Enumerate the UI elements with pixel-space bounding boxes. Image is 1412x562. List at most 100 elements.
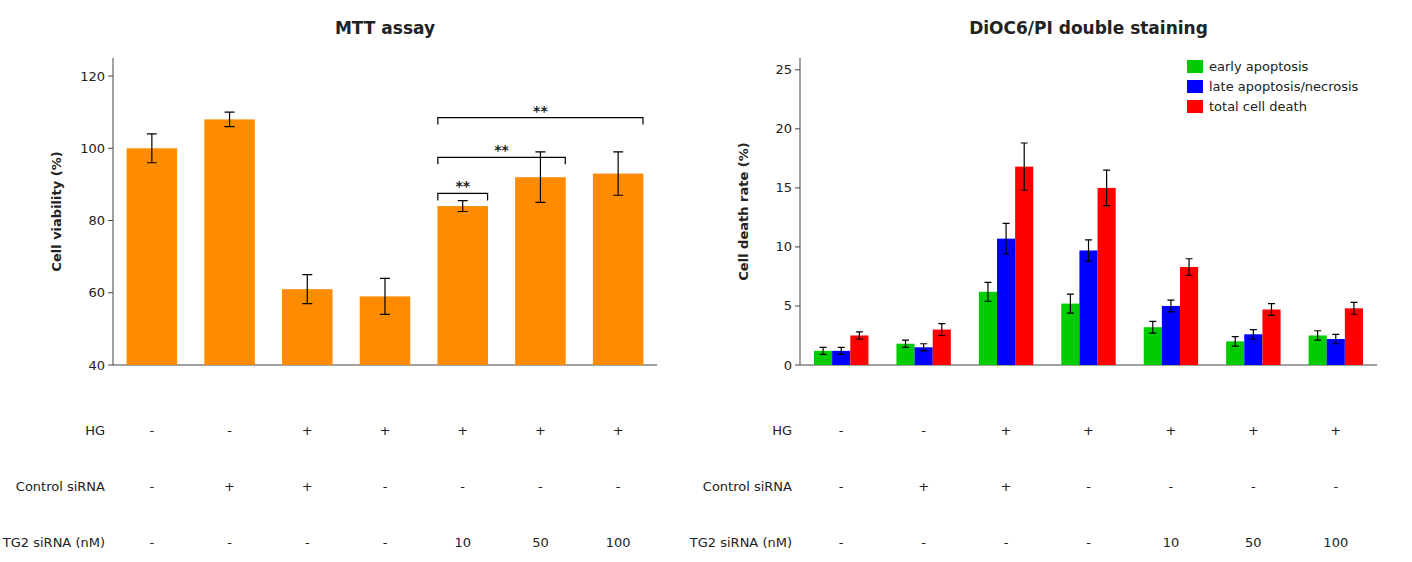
row-cell-label: + — [1165, 423, 1176, 438]
row-cell-label: - — [150, 423, 155, 438]
chart: DiOC6/PI double staining Cell death rate … — [689, 18, 1377, 550]
row-cell-label: - — [616, 479, 621, 494]
row-label: Control siRNA — [703, 479, 792, 494]
error-bar — [984, 282, 991, 301]
error-bar — [838, 347, 845, 354]
row-cell-label: - — [921, 423, 926, 438]
row-cell-label: + — [1001, 423, 1012, 438]
row-cell-label: - — [383, 535, 388, 550]
error-bar — [1314, 331, 1321, 340]
row-cell-label: - — [1086, 479, 1091, 494]
y-tick — [108, 76, 113, 77]
row-cell-label: - — [383, 479, 388, 494]
y-tick — [108, 292, 113, 293]
error-bar — [1021, 143, 1028, 190]
error-bar — [1350, 302, 1357, 314]
row-cell-label: - — [839, 535, 844, 550]
error-bar — [1268, 304, 1275, 316]
y-tick — [795, 365, 800, 366]
bar — [1098, 188, 1116, 365]
y-tick — [795, 187, 800, 188]
error-bar — [1085, 240, 1092, 261]
error-bar — [902, 340, 909, 347]
error-bar — [613, 152, 623, 195]
row-cell-label: - — [538, 479, 543, 494]
bar — [1162, 306, 1180, 365]
legend: early apoptosislate apoptosis/necrosisto… — [1187, 59, 1359, 114]
row-label: TG2 siRNA (nM) — [2, 535, 105, 550]
annotation: ** — [455, 178, 470, 194]
annotation: ** — [494, 142, 509, 158]
y-tick — [795, 69, 800, 70]
annotation: ** — [533, 103, 548, 119]
significance-bracket — [438, 157, 565, 164]
marks — [814, 143, 1363, 365]
y-tick — [108, 365, 113, 366]
row-label: Control siRNA — [16, 479, 105, 494]
legend-label: late apoptosis/necrosis — [1209, 79, 1359, 94]
bar — [515, 177, 566, 365]
row-cell-label: 50 — [532, 535, 549, 550]
row-cell-label: 10 — [454, 535, 471, 550]
row-cell-label: 50 — [1245, 535, 1262, 550]
row-cell-label: + — [1248, 423, 1259, 438]
row-label: HG — [772, 423, 792, 438]
row-cell-label: - — [1004, 535, 1009, 550]
row-label: HG — [85, 423, 105, 438]
bar — [1180, 267, 1198, 365]
row-cell-label: - — [1169, 479, 1174, 494]
bar — [1345, 308, 1363, 365]
row-cell-label: - — [150, 479, 155, 494]
bar — [997, 239, 1015, 365]
title: DiOC6/PI double staining — [969, 18, 1208, 38]
y-tick-label: 60 — [88, 285, 105, 300]
row-cell-label: + — [1001, 479, 1012, 494]
y-tick-label: 80 — [88, 213, 105, 228]
bar — [1015, 167, 1033, 365]
error-bar — [1167, 300, 1174, 312]
row-label: TG2 siRNA (nM) — [689, 535, 792, 550]
y-tick-label: 15 — [775, 180, 792, 195]
error-bar — [856, 332, 863, 339]
row-cell-label: 10 — [1163, 535, 1180, 550]
error-bar — [380, 278, 390, 314]
significance-bracket — [438, 118, 643, 125]
row-cell-label: - — [839, 479, 844, 494]
row-cell-label: + — [224, 479, 235, 494]
title: MTT assay — [335, 18, 435, 38]
row-cell-label: 100 — [606, 535, 631, 550]
y-tick-label: 40 — [88, 358, 105, 373]
row-cell-label: - — [150, 535, 155, 550]
row-cell-label: + — [613, 423, 624, 438]
bar — [437, 206, 488, 365]
error-bar — [938, 324, 945, 336]
y-tick — [108, 220, 113, 221]
row-cell-label: + — [1083, 423, 1094, 438]
row-cell-label: - — [921, 535, 926, 550]
legend-swatch — [1187, 80, 1203, 93]
chart: MTT assayCell viability (%)406080100120*… — [2, 18, 657, 550]
error-bar — [1003, 223, 1010, 254]
row-cell-label: - — [227, 535, 232, 550]
y-axis-label: Cell death rate (%) — [736, 142, 751, 280]
y-tick — [795, 128, 800, 129]
error-bar — [1186, 259, 1193, 276]
y-axis-line — [800, 58, 801, 365]
row-cell-label: + — [1330, 423, 1341, 438]
row-cell-label: - — [1086, 535, 1091, 550]
error-bar — [458, 201, 468, 212]
row-cell-label: - — [1333, 479, 1338, 494]
y-axis-label: Cell viability (%) — [49, 151, 64, 271]
y-tick — [795, 246, 800, 247]
row-cell-label: - — [839, 423, 844, 438]
y-tick-label: 10 — [775, 239, 792, 254]
y-tick-label: 25 — [775, 62, 792, 77]
bar — [1079, 250, 1097, 365]
row-cell-label: - — [460, 479, 465, 494]
legend-swatch — [1187, 60, 1203, 73]
legend-label: early apoptosis — [1209, 59, 1309, 74]
error-bar — [1232, 337, 1239, 346]
row-cell-label: 100 — [1323, 535, 1348, 550]
row-cell-label: + — [302, 423, 313, 438]
bar — [127, 148, 178, 365]
